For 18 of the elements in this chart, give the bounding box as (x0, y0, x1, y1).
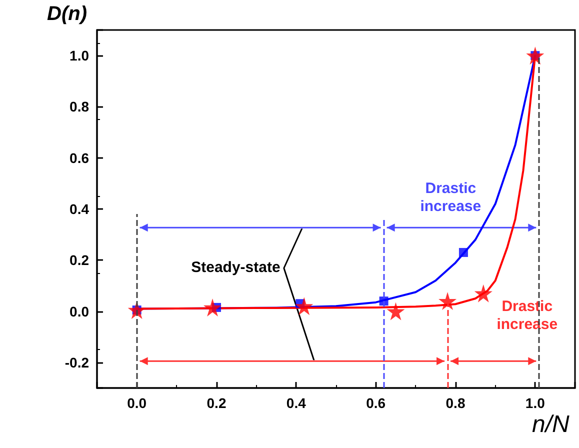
y-tick-label: 0.2 (70, 252, 90, 268)
x-tick-label: 0.6 (366, 395, 386, 411)
y-tick-label: 0.4 (70, 201, 90, 217)
x-tick-label: 0.0 (127, 395, 147, 411)
y-tick-label: 0.6 (70, 150, 90, 166)
x-axis-title: n/N (532, 411, 570, 438)
x-tick-label: 0.8 (446, 395, 466, 411)
x-tick-label: 1.0 (525, 395, 546, 411)
annotation: Drastic increase (496, 298, 558, 334)
x-tick-label: 0.4 (286, 395, 306, 411)
y-tick-label: 0.8 (70, 98, 90, 115)
y-tick-label: 0.0 (70, 303, 90, 320)
annotation: Drastic increase (420, 180, 482, 216)
x-tick-label: 0.2 (206, 395, 226, 411)
annotation: Steady-state (191, 259, 280, 278)
y-tick-label: -0.2 (64, 354, 90, 370)
y-axis-title: D(n) (47, 3, 88, 25)
y-tick-label: 1.0 (70, 48, 90, 64)
